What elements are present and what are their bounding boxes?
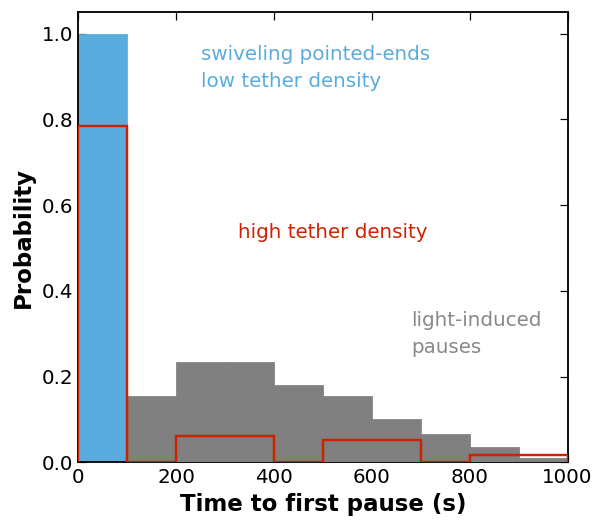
Bar: [469, 447, 518, 463]
X-axis label: Time to first pause (s): Time to first pause (s): [180, 493, 466, 516]
Bar: [127, 396, 176, 463]
Bar: [274, 385, 323, 463]
Bar: [420, 435, 469, 463]
Bar: [323, 396, 372, 463]
Bar: [176, 362, 225, 463]
Y-axis label: Probability: Probability: [12, 167, 35, 308]
Bar: [518, 458, 567, 463]
Bar: [372, 419, 420, 463]
Text: low tether density: low tether density: [201, 72, 381, 91]
Text: light-induced: light-induced: [411, 311, 541, 330]
Bar: [78, 34, 127, 463]
Bar: [225, 362, 274, 463]
Text: swiveling pointed-ends: swiveling pointed-ends: [201, 45, 430, 64]
Text: high tether density: high tether density: [238, 223, 428, 242]
Text: pauses: pauses: [411, 338, 481, 357]
